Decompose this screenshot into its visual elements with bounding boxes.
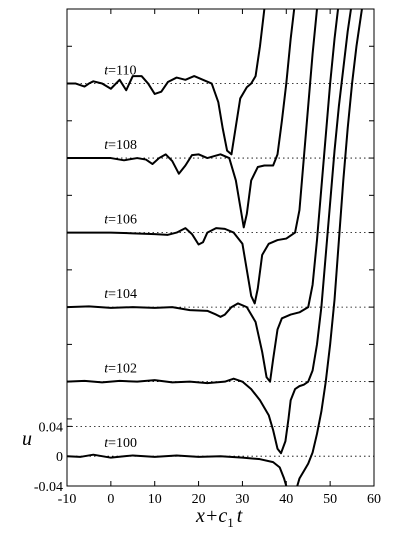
- x-tick-label-1: 0: [107, 492, 114, 507]
- y-tick-label-0: -0.04: [34, 480, 63, 495]
- series-line-t100: [67, 453, 288, 486]
- plot-background: [67, 9, 374, 486]
- x-axis-label-tail: t: [237, 505, 243, 527]
- curve-label-t-106: t=106: [104, 213, 137, 228]
- curve-label-t-102: t=102: [104, 362, 137, 377]
- curve-labels: t=100 t=102 t=104 t=106 t=108 t=110: [104, 64, 137, 452]
- x-tick-label-0: -10: [58, 492, 77, 507]
- series-line-t106: [67, 9, 318, 305]
- x-axis-label-main: x+c: [195, 505, 227, 527]
- curve-label-t-108: t=108: [104, 138, 137, 153]
- series-line-t102: [67, 9, 352, 455]
- curves: [67, 9, 363, 486]
- ticks: -10 0 10 20 30 40 50 60 -0.04 0 0.04: [34, 9, 381, 507]
- x-tick-label-7: 60: [367, 492, 381, 507]
- series-line-t104: [67, 9, 340, 383]
- x-tick-label-5: 40: [279, 492, 293, 507]
- x-tick-label-3: 20: [192, 492, 206, 507]
- x-tick-label-2: 10: [148, 492, 162, 507]
- curve-label-t-100: t=100: [104, 436, 137, 451]
- series-line-t100-right: [296, 9, 363, 486]
- curve-label-t-104: t=104: [104, 287, 137, 302]
- series-line-t110: [67, 9, 266, 156]
- plot-frame: [66, 8, 375, 487]
- y-tick-label-2: 0.04: [39, 420, 64, 435]
- x-tick-label-4: 30: [235, 492, 249, 507]
- curve-label-t-110: t=110: [104, 64, 136, 79]
- y-axis-label: u: [22, 428, 32, 450]
- x-axis-label-sub: 1: [227, 515, 234, 530]
- x-axis-label: x+c1 t: [195, 505, 243, 530]
- y-tick-label-1: 0: [56, 450, 63, 465]
- x-tick-label-6: 50: [323, 492, 337, 507]
- series-line-t108: [67, 9, 296, 229]
